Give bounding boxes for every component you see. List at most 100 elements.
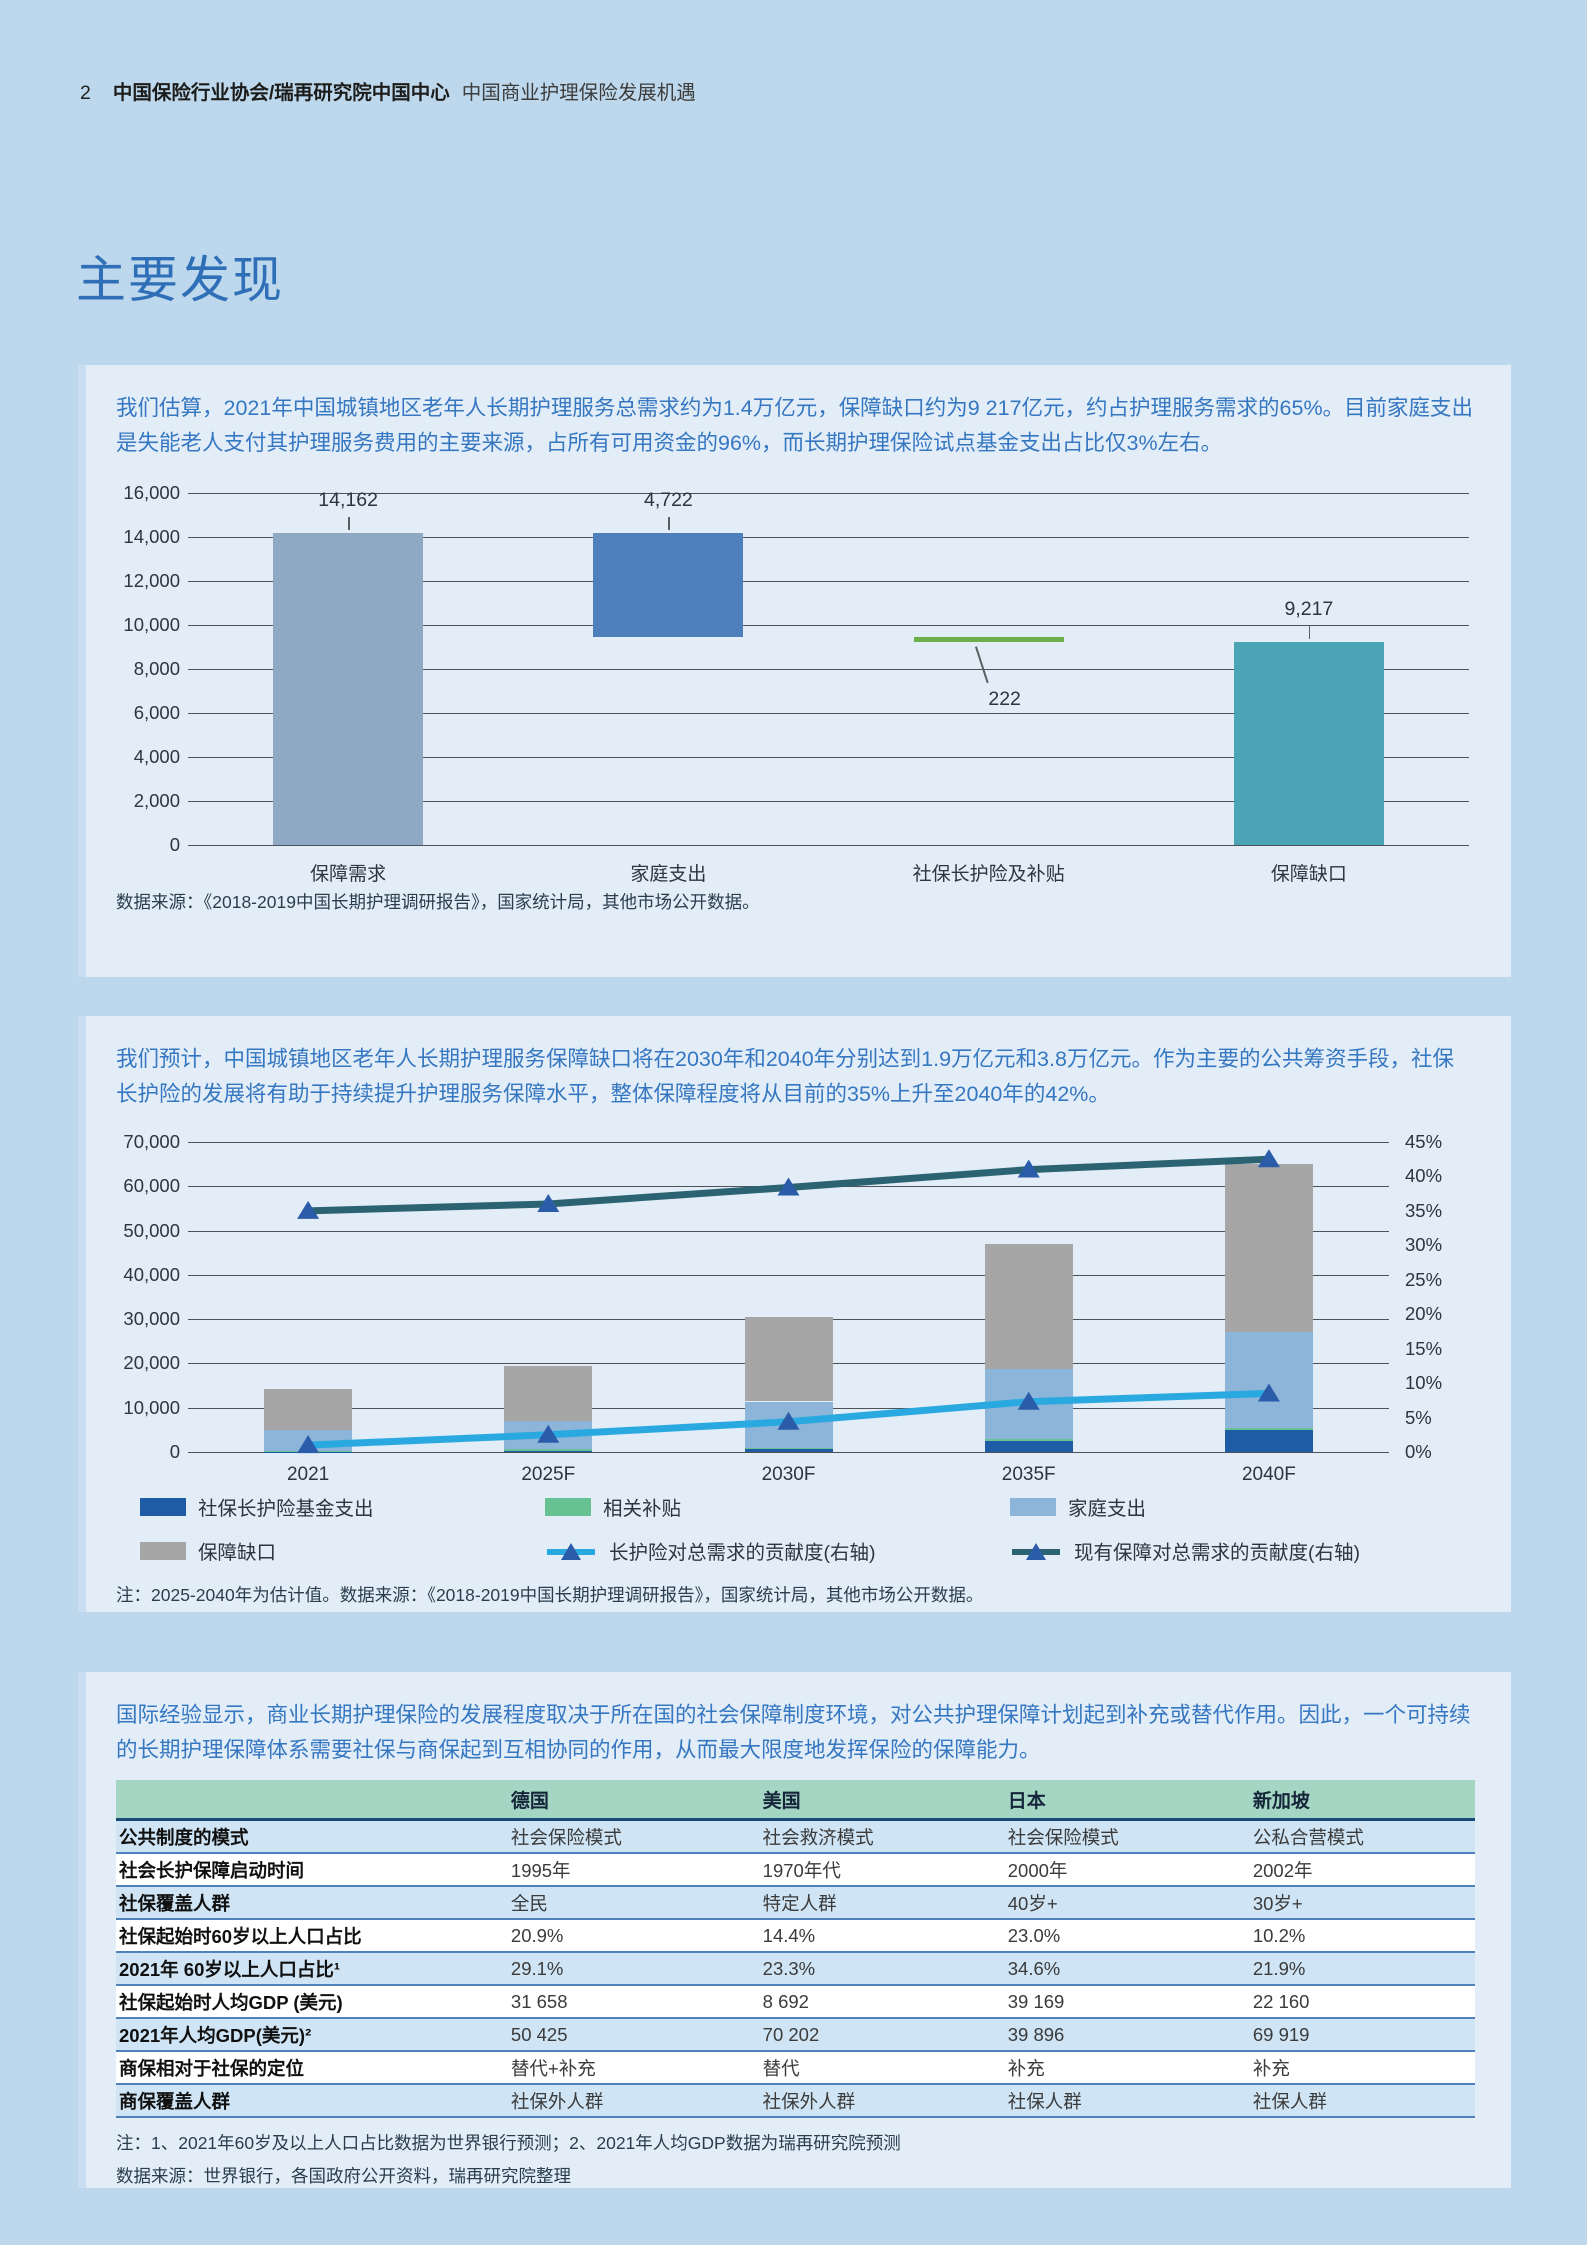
table-cell: 替代+补充	[507, 2051, 760, 2085]
value-leader-line	[348, 517, 350, 531]
table-cell: 特定人群	[759, 1886, 1005, 1920]
left-axis-tick-label: 30,000	[123, 1308, 180, 1330]
x-axis-label: 2040F	[1241, 1464, 1296, 1485]
legend-item-现有保障对总需求的贡献度(右轴): 现有保障对总需求的贡献度(右轴)	[1010, 1536, 1360, 1565]
table-cell: 社会保险模式	[1004, 1819, 1250, 1854]
legend-label: 保障缺口	[198, 1542, 277, 1564]
stacked-segment-社保长护险基金支出	[1224, 1429, 1313, 1452]
table-cell: 2002年	[1249, 1853, 1475, 1887]
legend-item-家庭支出: 家庭支出	[1010, 1492, 1146, 1521]
legend-swatch	[545, 1497, 591, 1516]
table-cell: 21.9%	[1249, 1952, 1475, 1986]
key-finding-paragraph-2: 我们预计，中国城镇地区老年人长期护理服务保障缺口将在2030年和2040年分别达…	[116, 1047, 1454, 1106]
x-axis-label: 保障需求	[310, 864, 387, 885]
legend-item-相关补贴: 相关补贴	[545, 1492, 681, 1521]
table-cell: 1995年	[507, 1853, 760, 1887]
stacked-segment-相关补贴	[744, 1447, 833, 1450]
table-note: 注：1、2021年60岁及以上人口占比数据为世界银行预测；2、2021年人均GD…	[116, 2133, 901, 2153]
table-cell: 50 425	[507, 2018, 760, 2052]
right-axis-tick-label: 0%	[1405, 1441, 1432, 1462]
key-finding-paragraph-1: 我们估算，2021年中国城镇地区老年人长期护理服务总需求约为1.4万亿元，保障缺…	[116, 396, 1474, 455]
chart2-lines-overlay	[297, 1149, 1280, 1454]
table-cell: 30岁+	[1249, 1886, 1475, 1920]
header-document-title: 中国商业护理保险发展机遇	[461, 82, 696, 104]
table-notes: 注：1、2021年60岁及以上人口占比数据为世界银行预测；2、2021年人均GD…	[116, 2130, 1475, 2188]
triangle-marker	[777, 1177, 800, 1196]
legend-swatch	[140, 1497, 186, 1516]
stacked-segment-社保长护险基金支出	[504, 1450, 593, 1452]
stacked-segment-相关补贴	[504, 1449, 593, 1451]
table-cell: 39 896	[1004, 2018, 1250, 2052]
column-header-新加坡: 新加坡	[1249, 1780, 1475, 1821]
bar-家庭支出	[593, 533, 744, 638]
gridline	[188, 1274, 1389, 1276]
stacked-segment-保障缺口	[744, 1317, 833, 1402]
right-axis-tick-label: 10%	[1405, 1372, 1443, 1394]
right-axis-tick-label: 35%	[1405, 1199, 1443, 1221]
table-cell: 34.6%	[1004, 1952, 1250, 1986]
table-row: 2021年 60岁以上人口占比¹ 29.1% 23.3% 34.6% 21.9%	[116, 1952, 1475, 1986]
value-leader-line	[668, 517, 670, 531]
gridline	[188, 581, 1469, 582]
bar-value-label: 4,722	[643, 489, 693, 512]
right-axis-tick-label: 25%	[1405, 1268, 1443, 1290]
row-label: 社保覆盖人群	[116, 1886, 508, 1920]
table-cell: 补充	[1004, 2051, 1250, 2085]
column-header-empty	[116, 1780, 508, 1821]
chart1-data-source: 数据来源：《2018-2019中国长期护理调研报告》，国家统计局，其他市场公开数…	[116, 892, 760, 912]
legend-item-社保长护险基金支出: 社保长护险基金支出	[140, 1492, 374, 1521]
section-international-comparison: 国际经验显示，商业长期护理保险的发展程度取决于所在国的社会保障制度环境，对公共护…	[78, 1672, 1511, 2188]
column-header-美国: 美国	[759, 1780, 1005, 1821]
table-cell: 社保外人群	[507, 2084, 760, 2118]
header-organization: 中国保险行业协会/瑞再研究院中国中心	[112, 82, 450, 104]
table-cell: 31 658	[507, 1985, 760, 2019]
table-row: 商保相对于社保的定位 替代+补充 替代 补充 补充	[116, 2051, 1475, 2085]
section-gap-projection: 我们预计，中国城镇地区老年人长期护理服务保障缺口将在2030年和2040年分别达…	[78, 1016, 1511, 1612]
waterfall-chart-2021-gap: 0 2,000 4,000 6,000 8,000 10,000 12,000 14,000 1…	[116, 475, 1475, 885]
right-axis-tick-label: 5%	[1405, 1406, 1432, 1428]
gridline	[188, 801, 1469, 802]
gridline	[188, 493, 1469, 494]
column-header-德国: 德国	[507, 1780, 760, 1821]
gridline	[188, 669, 1469, 670]
table-cell: 社保人群	[1004, 2084, 1250, 2118]
bar-value-label: 222	[988, 688, 1021, 711]
x-axis-label: 2025F	[521, 1464, 576, 1485]
x-axis-label: 社保长护险及补贴	[912, 864, 1065, 885]
legend-label: 相关补贴	[603, 1498, 682, 1520]
bar-保障需求	[273, 533, 424, 845]
table-cell: 39 169	[1004, 1985, 1250, 2019]
table-cell: 8 692	[759, 1985, 1005, 2019]
table-cell: 1970年代	[759, 1853, 1005, 1887]
bar-社保长护险及补贴	[913, 637, 1064, 643]
legend-line-swatch	[547, 1542, 595, 1560]
table-cell: 22 160	[1249, 1985, 1475, 2019]
left-axis-tick-label: 50,000	[123, 1219, 180, 1241]
table-cell: 23.3%	[759, 1952, 1005, 1986]
gridline	[188, 757, 1469, 758]
y-axis-tick-label: 14,000	[123, 526, 180, 547]
x-axis-label: 家庭支出	[630, 864, 707, 885]
triangle-marker	[1257, 1383, 1280, 1402]
table-cell: 补充	[1249, 2051, 1475, 2085]
page-header: 2 中国保险行业协会/瑞再研究院中国中心 中国商业护理保险发展机遇	[80, 76, 696, 105]
key-finding-paragraph-3: 国际经验显示，商业长期护理保险的发展程度取决于所在国的社会保障制度环境，对公共护…	[116, 1703, 1471, 1762]
triangle-marker	[537, 1194, 560, 1212]
gridline	[188, 1230, 1389, 1232]
right-axis-tick-label: 30%	[1405, 1234, 1443, 1256]
triangle-marker	[1017, 1159, 1040, 1178]
x-axis-label: 2030F	[761, 1464, 816, 1485]
y-axis-tick-label: 6,000	[133, 702, 180, 723]
triangle-marker	[537, 1424, 560, 1443]
gridline	[188, 625, 1469, 626]
page-title: 主要发现	[76, 251, 284, 309]
legend-item-保障缺口: 保障缺口	[140, 1536, 276, 1565]
stacked-segment-保障缺口	[1224, 1164, 1313, 1333]
gridline	[188, 537, 1469, 538]
table-row: 社保起始时60岁以上人口占比 20.9% 14.4% 23.0% 10.2%	[116, 1919, 1475, 1953]
gridline	[188, 845, 1469, 846]
page-number: 2	[80, 82, 91, 104]
country-comparison-table: 德国 美国 日本 新加坡 公共制度的模式 社会保险模式 社会救济模式 社会保险模式 公私合营模式…	[116, 1780, 1475, 2118]
legend-swatch	[140, 1541, 186, 1560]
